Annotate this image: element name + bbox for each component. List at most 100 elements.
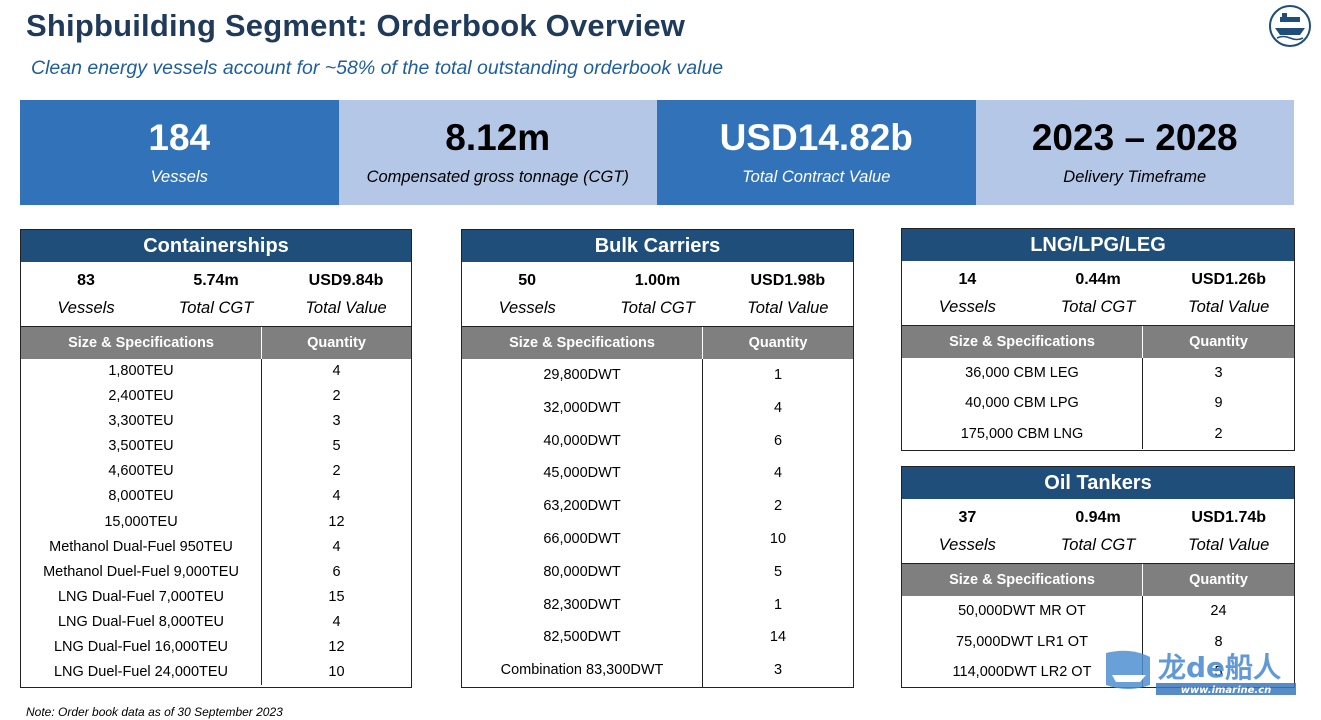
column-header-row: Size & Specifications Quantity [462,327,853,359]
row-spec: 175,000 CBM LNG [902,418,1143,449]
table-row: 32,000DWT 4 [462,391,853,425]
watermark-brand-text: 龙de船人 [1158,651,1281,684]
row-quantity: 4 [773,465,783,482]
table-row: 3,300TEU 3 [21,409,411,435]
row-quantity: 3 [332,413,341,430]
segment-stat: USD1.74b Total Value [1163,499,1294,563]
segment-stat: 50 Vessels [462,262,592,326]
table-row: Methanol Dual-Fuel 950TEU 4 [21,534,411,560]
row-spec: 8,000TEU [21,484,262,510]
segment-stat: 0.44m Total CGT [1033,261,1164,325]
row-quantity: 2 [332,463,341,480]
segment-stat: USD9.84b Total Value [281,262,411,326]
row-spec: 4,600TEU [21,459,262,485]
column-header-quantity: Quantity [748,335,808,351]
table-row: 50,000DWT MR OT 24 [902,596,1294,627]
table-row: 15,000TEU 12 [21,509,411,535]
kpi-label: Delivery Timeframe [1063,168,1207,186]
watermark-url: www.imarine.cn [1181,685,1272,696]
row-quantity: 1 [773,596,783,613]
row-quantity: 3 [1214,365,1223,381]
row-quantity: 5 [332,438,341,455]
stat-value: 83 [77,272,95,289]
row-spec: 82,500DWT [462,621,703,655]
row-spec: 3,500TEU [21,434,262,460]
table-row: 29,800DWT 1 [462,359,853,392]
table-body: 50,000DWT MR OT 24 75,000DWT LR1 OT 8 11… [902,596,1294,688]
stat-label: Vessels [57,299,115,317]
stat-value: 50 [518,272,537,289]
table-row: Methanol Duel-Fuel 9,000TEU 6 [21,559,411,585]
row-spec: Methanol Dual-Fuel 950TEU [21,534,262,560]
table-row: 82,500DWT 14 [462,621,853,655]
table-row: 40,000 CBM LPG 9 [902,388,1294,419]
segment-title: LNG/LPG/LEG [902,229,1294,261]
segment-stat: 83 Vessels [21,262,151,326]
stat-value: 37 [958,509,977,526]
stat-value: USD1.74b [1191,509,1267,526]
table-row: 66,000DWT 10 [462,522,853,556]
table-row: 1,800TEU 4 [21,359,411,385]
stat-label: Total CGT [1060,536,1136,554]
row-spec: 40,000 CBM LPG [902,388,1143,419]
segment-stat: 1.00m Total CGT [592,262,722,326]
stat-value: 14 [958,271,977,288]
kpi-band: 184 Vessels 8.12m Compensated gross tonn… [20,100,1294,205]
kpi-contract-value: USD14.82b Total Contract Value [657,100,976,205]
segment-stat: 0.94m Total CGT [1033,499,1164,563]
row-quantity: 14 [769,629,787,646]
row-spec: Methanol Duel-Fuel 9,000TEU [21,559,262,585]
stat-label: Total Value [305,299,387,317]
segment-stats: 83 Vessels 5.74m Total CGT USD9.84b Tota… [21,262,411,327]
row-quantity: 5 [773,563,783,580]
row-spec: 80,000DWT [462,555,703,589]
column-header-spec: Size & Specifications [902,326,1143,358]
table-row: 45,000DWT 4 [462,457,853,491]
row-spec: 2,400TEU [21,384,262,410]
stat-label: Total CGT [178,299,254,317]
row-spec: 29,800DWT [462,359,703,392]
table-row: 36,000 CBM LEG 3 [902,358,1294,389]
row-quantity: 6 [773,432,783,449]
containerships-table: Containerships 83 Vessels 5.74m Total CG… [20,229,412,688]
stat-label: Total Value [1188,298,1270,316]
table-row: 40,000DWT 6 [462,424,853,458]
row-quantity: 1 [773,367,783,383]
column-header-quantity: Quantity [1189,334,1248,350]
segment-stats: 14 Vessels 0.44m Total CGT USD1.26b Tota… [902,261,1294,326]
row-spec: 63,200DWT [462,490,703,523]
row-spec: 75,000DWT LR1 OT [902,626,1143,658]
kpi-value: 8.12m [445,117,551,158]
kpi-label: Compensated gross tonnage (CGT) [366,168,629,186]
row-quantity: 10 [769,530,787,547]
stat-value: 1.00m [634,272,681,289]
stat-label: Vessels [938,536,996,554]
segment-title: Bulk Carriers [462,230,853,262]
page-subtitle: Clean energy vessels account for ~58% of… [31,57,724,79]
segment-stat: 14 Vessels [902,261,1033,325]
row-quantity: 4 [773,399,783,416]
table-row: 80,000DWT 5 [462,555,853,589]
row-quantity: 24 [1210,603,1227,619]
segment-stat: USD1.26b Total Value [1163,261,1294,325]
column-header-row: Size & Specifications Quantity [21,327,411,359]
row-quantity: 10 [328,664,345,681]
segment-stat: 37 Vessels [902,499,1033,563]
row-spec: LNG Duel-Fuel 24,000TEU [21,660,262,686]
column-header-row: Size & Specifications Quantity [902,564,1294,596]
column-header-row: Size & Specifications Quantity [902,326,1294,358]
segment-stats: 37 Vessels 0.94m Total CGT USD1.74b Tota… [902,499,1294,564]
stat-label: Total Value [747,299,829,317]
row-quantity: 4 [332,363,341,379]
kpi-timeframe: 2023 – 2028 Delivery Timeframe [975,100,1294,205]
row-quantity: 8 [1214,633,1223,650]
row-spec: 66,000DWT [462,522,703,556]
stat-label: Vessels [938,298,996,316]
segment-stat: USD1.98b Total Value [723,262,853,326]
table-body: 36,000 CBM LEG 3 40,000 CBM LPG 9 175,00… [902,358,1294,449]
table-row: 75,000DWT LR1 OT 8 [902,626,1294,658]
company-logo-icon [1269,5,1311,47]
row-spec: LNG Dual-Fuel 7,000TEU [21,584,262,610]
stat-label: Total CGT [620,299,695,317]
segment-title: Oil Tankers [902,467,1294,499]
